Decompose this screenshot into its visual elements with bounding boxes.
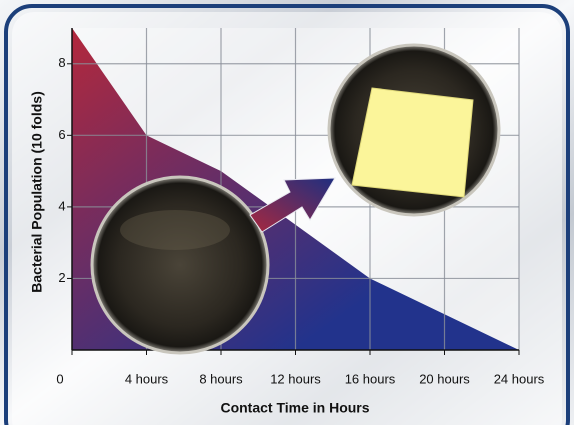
y-tick-label: 8 (58, 55, 65, 70)
y-tick-label: 4 (58, 198, 65, 213)
petri-dish (90, 175, 270, 355)
x-tick-label: 24 hours (494, 371, 545, 386)
y-axis-title: Bacterial Population (10 folds) (29, 91, 45, 292)
frame (4, 4, 570, 425)
x-tick-label: 0 (56, 371, 63, 386)
y-tick-label: 2 (58, 270, 65, 285)
sample-sheet (351, 87, 474, 198)
x-tick-label: 4 hours (125, 371, 169, 386)
x-tick-label: 20 hours (419, 371, 470, 386)
x-tick-label: 16 hours (345, 371, 396, 386)
decoration (90, 43, 501, 355)
labels: Contact Time in Hours Bacterial Populati… (29, 91, 370, 415)
y-tick-label: 6 (58, 127, 65, 142)
x-tick-label: 12 hours (270, 371, 321, 386)
x-axis-title: Contact Time in Hours (220, 400, 369, 416)
arrow (249, 177, 336, 233)
dish-shine (120, 210, 230, 250)
x-tick-label: 8 hours (199, 371, 243, 386)
